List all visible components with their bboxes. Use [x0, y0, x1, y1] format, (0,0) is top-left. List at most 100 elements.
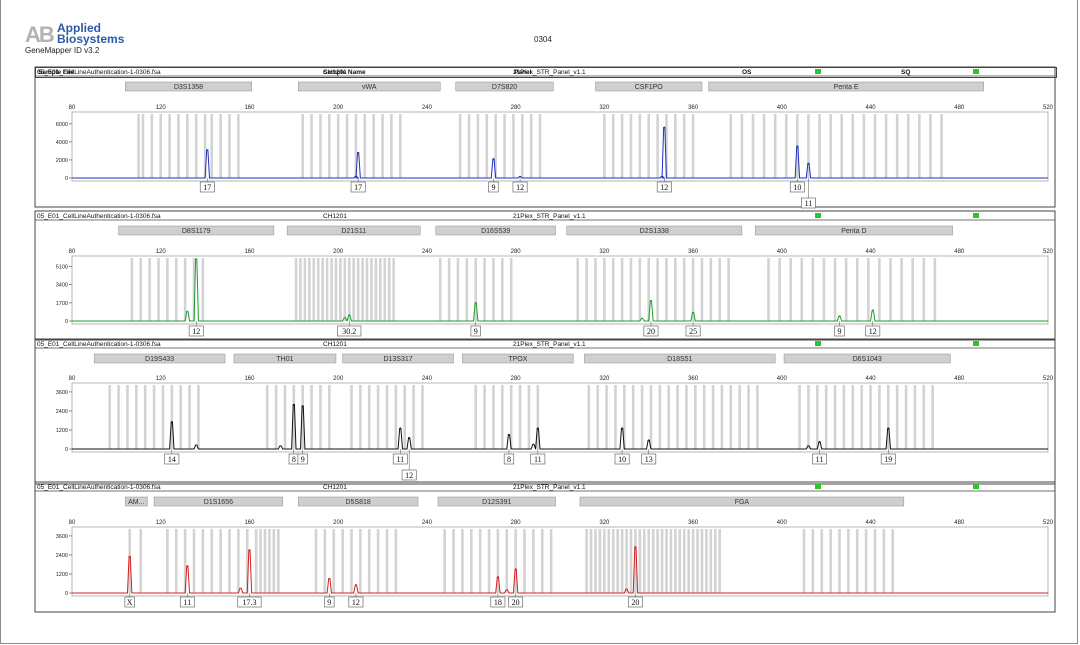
allele-bin	[638, 529, 642, 593]
allele-call-box	[401, 469, 417, 481]
peak-mark	[692, 311, 694, 314]
marker-box	[298, 496, 419, 507]
marker-box	[579, 496, 905, 507]
peak-mark	[170, 421, 173, 423]
allele-bin	[589, 529, 593, 593]
allele-bin	[170, 385, 174, 449]
allele-bin	[392, 258, 395, 321]
allele-bin	[274, 385, 278, 449]
allele-bin	[620, 258, 624, 321]
allele-bin	[709, 258, 713, 321]
allele-call: 11	[396, 455, 404, 464]
allele-bin	[844, 258, 848, 321]
x-tick-label: 200	[333, 249, 344, 255]
allele-call: 20	[512, 598, 520, 607]
allele-bin	[336, 114, 340, 178]
allele-bin	[665, 114, 668, 178]
allele-bin	[667, 385, 670, 449]
allele-bin	[374, 258, 378, 321]
y-tick-label: 3600	[56, 390, 68, 396]
allele-bin	[201, 258, 205, 321]
marker-label: D18S51	[667, 356, 692, 363]
allele-call-box	[237, 596, 262, 608]
peak-mark	[514, 568, 517, 571]
allele-bin	[166, 258, 169, 321]
marker-box	[595, 81, 703, 92]
allele-bin	[139, 529, 143, 593]
allele-call-box	[628, 596, 643, 608]
allele-bin	[139, 258, 143, 321]
allele-bin	[820, 529, 824, 593]
allele-bin	[798, 385, 801, 449]
allele-bin	[345, 114, 349, 178]
allele-bin	[649, 385, 653, 449]
plot-area	[71, 255, 1049, 325]
allele-bin	[143, 385, 147, 449]
allele-call: 8	[292, 455, 296, 464]
allele-bin	[867, 258, 870, 321]
allele-call: 9	[327, 598, 331, 607]
allele-bin	[148, 258, 151, 321]
panel-name-label: 21Plex_STR_Panel_v1.1	[513, 341, 586, 348]
allele-bin	[585, 529, 588, 593]
trace-line	[72, 546, 1048, 594]
sample-file-label: 05_E01_CellLineAuthentication-1-0306.fsa	[37, 484, 161, 491]
allele-bin	[179, 385, 182, 449]
allele-bin	[272, 529, 276, 593]
allele-bin	[474, 258, 478, 321]
allele-bin	[197, 385, 200, 449]
allele-bin	[465, 258, 469, 321]
allele-bin	[623, 385, 626, 449]
allele-bin	[334, 258, 338, 321]
x-tick-label: 200	[333, 105, 344, 111]
allele-call: 12	[192, 327, 200, 336]
allele-bin	[299, 258, 302, 321]
x-tick-label: 160	[244, 376, 255, 382]
allele-call: 30.2	[342, 327, 356, 336]
allele-bin	[933, 258, 937, 321]
marker-label: D19S433	[145, 356, 174, 363]
allele-call-box	[348, 596, 364, 608]
marker-label: D21S11	[341, 228, 366, 235]
allele-bin	[494, 114, 497, 178]
y-tick-label: 1200	[56, 572, 68, 578]
allele-call-box	[350, 181, 366, 193]
sample-file-label: 05_E01_CellLineAuthentication-1-0306.fsa	[37, 341, 161, 348]
allele-bin	[829, 529, 832, 593]
allele-bin	[219, 529, 222, 593]
allele-call-box	[179, 596, 195, 608]
trace-line	[72, 404, 1048, 450]
allele-bin	[469, 529, 473, 593]
allele-bin	[228, 529, 231, 593]
allele-bin	[642, 529, 646, 593]
allele-bin	[461, 529, 464, 593]
peak-mark	[128, 555, 131, 558]
allele-bin	[873, 529, 877, 593]
allele-bin	[694, 385, 697, 449]
allele-bin	[503, 114, 506, 178]
allele-bin	[308, 258, 311, 321]
marker-box	[124, 496, 148, 507]
allele-bin	[141, 114, 145, 178]
allele-bin	[711, 385, 715, 449]
peak-mark	[357, 151, 360, 154]
marker-label: D7S820	[492, 84, 517, 91]
allele-call: 9	[491, 183, 495, 192]
allele-call: 20	[647, 327, 655, 336]
allele-call: 17	[354, 183, 362, 192]
allele-bin	[603, 529, 606, 593]
sq-quality-flag	[973, 341, 979, 346]
allele-bin	[882, 529, 886, 593]
allele-bin	[705, 529, 708, 593]
y-tick-label: 0	[65, 447, 68, 453]
allele-bin	[682, 114, 686, 178]
allele-call: X	[127, 598, 133, 607]
plot-area	[71, 111, 1049, 182]
allele-bin	[301, 385, 304, 449]
y-tick-label: 1200	[56, 428, 68, 434]
allele-call: 20	[631, 598, 639, 607]
allele-bin	[647, 258, 651, 321]
allele-bin	[538, 114, 542, 178]
allele-bin	[523, 529, 526, 593]
allele-bin	[325, 258, 329, 321]
